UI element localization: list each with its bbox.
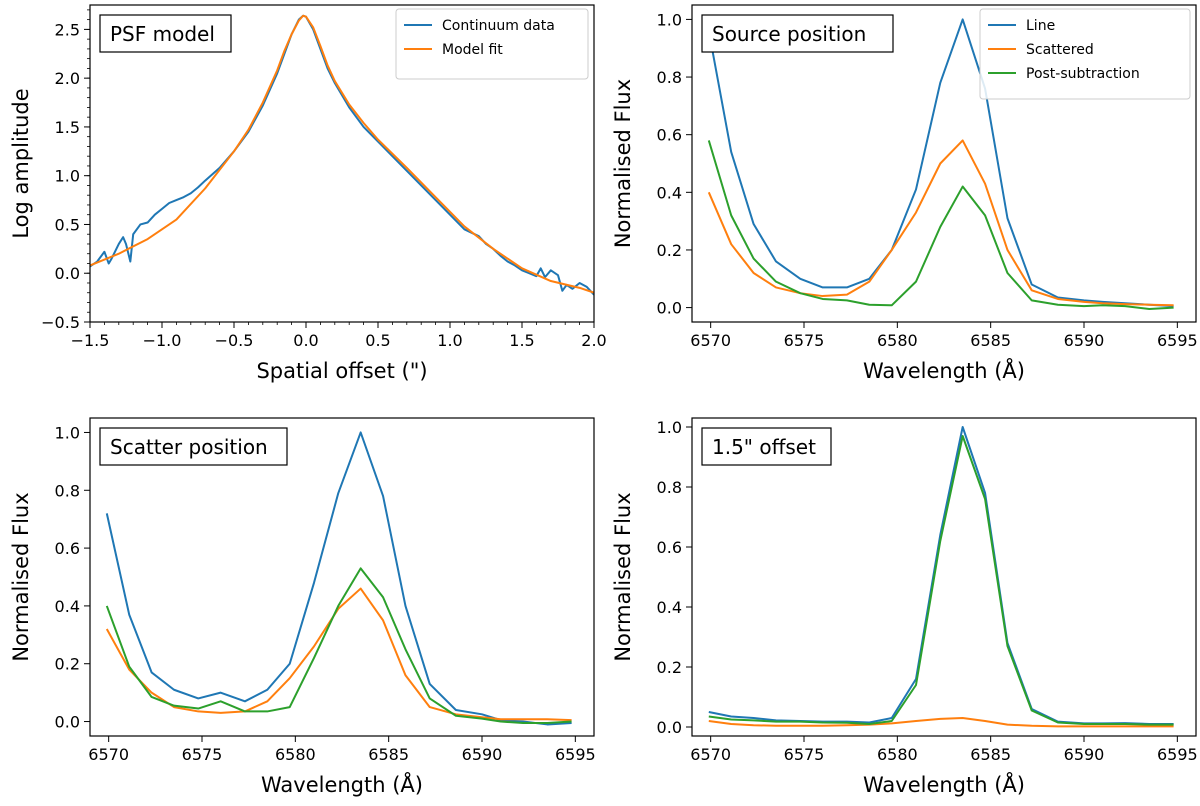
x-tick-label: 6580 [877, 745, 918, 764]
x-tick-label: 6580 [275, 745, 316, 764]
y-axis-label: Normalised Flux [611, 79, 635, 248]
x-tick-label: 6595 [555, 745, 596, 764]
x-tick-label: 6570 [690, 331, 731, 350]
legend-box [979, 8, 1191, 100]
series-line-line [105, 431, 572, 726]
axes-frame [691, 4, 1197, 323]
x-axis-label: Wavelength (Å) [863, 357, 1025, 383]
panel-3: 6570 6575 6580 6585 6590 6595 0.0 0.2 0.4 0.6 0.8 1… [9, 417, 596, 797]
panel-title-box [99, 14, 232, 53]
x-tick-label: 6585 [970, 745, 1011, 764]
y-tick-label: 0.8 [657, 478, 682, 497]
series-line-model-fit [90, 14, 594, 294]
x-tick-label: 6595 [1157, 331, 1198, 350]
panel-title-box [99, 427, 288, 466]
x-tick-label: 6595 [1157, 745, 1198, 764]
x-tick-label: 6590 [462, 745, 503, 764]
x-tick-label: 6590 [1064, 745, 1105, 764]
axes-frame [691, 417, 1197, 737]
x-tick-label: 6580 [877, 331, 918, 350]
y-tick-label: 2.5 [55, 20, 80, 39]
y-tick-label: 0.8 [657, 68, 682, 87]
x-tick-label: −0.5 [215, 331, 254, 350]
y-tick-label: 0.6 [657, 538, 682, 557]
series-line-post-subtraction [105, 567, 572, 724]
legend-label: Scattered [1026, 42, 1094, 58]
panel-4: 6570 6575 6580 6585 6590 6595 0.0 0.2 0.4 0.6 0.8 1… [611, 417, 1198, 797]
legend-label: Model fit [442, 42, 503, 58]
series-line-scattered [105, 587, 572, 722]
y-tick-label: −0.5 [41, 313, 80, 332]
series-line-post-subtraction [707, 140, 1174, 311]
x-tick-label: 6585 [368, 745, 409, 764]
y-tick-label: 0.0 [657, 718, 682, 737]
x-tick-label: 6570 [88, 745, 129, 764]
panel-1: −1.5 −1.0 −0.5 0.0 0.5 1.0 1.5 2.0 −0.5 0.0 0.5 1.0… [9, 4, 607, 383]
legend-label: Continuum data [442, 18, 555, 34]
y-tick-label: 0.2 [657, 658, 682, 677]
x-tick-label: 1.0 [437, 331, 462, 350]
y-tick-label: 0.0 [55, 713, 80, 732]
panel-title-box [701, 14, 894, 53]
y-tick-label: 0.2 [55, 655, 80, 674]
panel-2: 6570 6575 6580 6585 6590 6595 0.0 0.2 0.4 0.6 0.8 1… [611, 4, 1198, 383]
x-tick-label: 6570 [690, 745, 731, 764]
legend-label: Line [1026, 18, 1055, 34]
y-tick-label: 0.0 [657, 299, 682, 318]
y-tick-label: 0.4 [657, 183, 682, 202]
series-line-line [708, 426, 1174, 725]
y-tick-label: 1.0 [657, 10, 682, 29]
y-tick-label: 1.0 [55, 167, 80, 186]
y-tick-label: 0.8 [55, 481, 80, 500]
panel-title: 1.5" offset [712, 435, 816, 459]
axes-frame [89, 4, 595, 323]
x-tick-label: −1.5 [71, 331, 110, 350]
y-axis-label: Normalised Flux [9, 492, 33, 661]
y-tick-label: 1.5 [55, 118, 80, 137]
x-axis-label: Wavelength (Å) [261, 771, 423, 797]
x-tick-label: 0.0 [293, 331, 318, 350]
y-tick-label: 0.2 [657, 241, 682, 260]
x-tick-label: −1.0 [143, 331, 182, 350]
y-tick-label: 1.0 [657, 418, 682, 437]
y-axis-label: Log amplitude [9, 88, 33, 238]
y-tick-label: 0.5 [55, 215, 80, 234]
x-tick-label: 6575 [784, 745, 825, 764]
panel-title: Scatter position [110, 435, 268, 459]
x-tick-label: 2.0 [581, 331, 606, 350]
y-tick-label: 2.0 [55, 69, 80, 88]
series-line-post-subtraction [708, 435, 1174, 726]
panel-title-box [701, 427, 832, 466]
axes-frame [89, 417, 595, 737]
y-tick-label: 0.4 [55, 597, 80, 616]
y-tick-label: 0.6 [657, 126, 682, 145]
x-tick-label: 0.5 [365, 331, 390, 350]
y-tick-label: 1.0 [55, 423, 80, 442]
y-tick-label: 0.6 [55, 539, 80, 558]
series-line-scattered [708, 717, 1174, 728]
legend-box [395, 8, 589, 80]
legend-label: Post-subtraction [1026, 66, 1140, 82]
y-tick-label: 0.4 [657, 598, 682, 617]
series-line-line [707, 18, 1174, 308]
x-axis-label: Spatial offset (") [256, 359, 427, 383]
panel-title: Source position [712, 22, 866, 46]
x-tick-label: 6575 [182, 745, 223, 764]
x-tick-label: 6585 [970, 331, 1011, 350]
x-tick-label: 1.5 [509, 331, 534, 350]
panel-title: PSF model [110, 22, 215, 46]
series-line-scattered [707, 139, 1174, 307]
x-axis-label: Wavelength (Å) [863, 771, 1025, 797]
x-tick-label: 6575 [784, 331, 825, 350]
y-tick-label: 0.0 [55, 264, 80, 283]
x-tick-label: 6590 [1064, 331, 1105, 350]
y-axis-label: Normalised Flux [611, 492, 635, 661]
